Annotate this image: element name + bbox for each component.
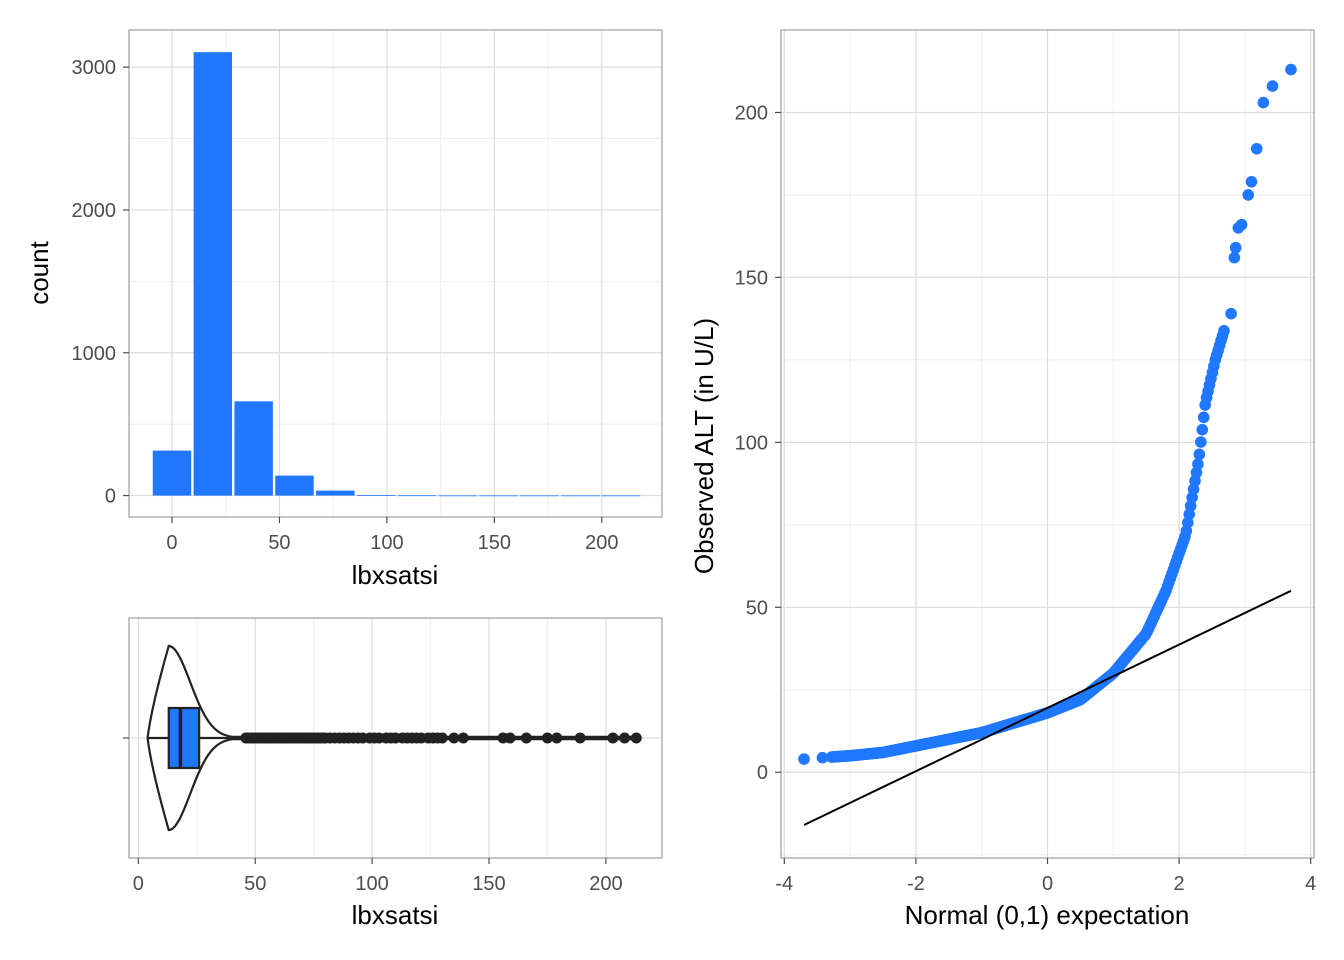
qq-point <box>1250 142 1263 155</box>
y-tick-label: 0 <box>105 486 116 508</box>
box-iqr <box>167 706 201 770</box>
violin-panel: 0 50 100 150 200 lbxsatsi <box>123 617 663 930</box>
qq-ticks: -4 -2 0 2 4 0 50 100 150 200 <box>735 102 1317 895</box>
histogram-bar <box>479 495 518 497</box>
outlier-point <box>551 732 563 744</box>
qq-panel: -4 -2 0 2 4 0 50 100 150 200 Normal (0,1) expecta… <box>689 29 1317 930</box>
qq-point <box>1257 96 1270 109</box>
qq-reference-line <box>803 589 1292 826</box>
y-tick-label: 100 <box>735 432 768 454</box>
violin-ticks: 0 50 100 150 200 <box>123 737 623 895</box>
x-tick-label: 200 <box>585 532 618 554</box>
outlier-point <box>457 732 469 744</box>
outlier-point <box>448 732 460 744</box>
histogram-frame <box>128 29 663 518</box>
y-tick-label: 200 <box>735 102 768 124</box>
histogram-bar <box>152 450 192 496</box>
x-tick-label: 0 <box>1042 873 1053 895</box>
y-tick-label: 2000 <box>72 200 117 222</box>
y-tick-label: 1000 <box>72 343 117 365</box>
outlier-point <box>619 732 631 744</box>
histogram-bar <box>601 495 641 497</box>
histogram-bar <box>356 495 396 496</box>
qq-point <box>1196 423 1209 436</box>
outlier-point <box>607 732 619 744</box>
qq-gridlines <box>781 30 1314 858</box>
outlier-point <box>436 732 448 744</box>
qq-point <box>1195 436 1207 448</box>
qq-x-axis-title: Normal (0,1) expectation <box>905 900 1190 930</box>
outlier-point <box>630 732 642 744</box>
x-tick-label: 50 <box>244 873 266 895</box>
histogram-bar <box>438 495 478 497</box>
qq-point <box>1193 448 1206 461</box>
y-tick-label: 150 <box>735 267 768 289</box>
x-tick-label: 100 <box>355 873 388 895</box>
qq-point <box>1192 458 1204 470</box>
y-tick-label: 50 <box>746 597 768 619</box>
x-tick-label: 0 <box>166 532 177 554</box>
y-tick-label: 0 <box>757 762 768 784</box>
qq-point <box>1235 218 1248 231</box>
outlier-point <box>520 732 532 744</box>
histogram-bar <box>520 495 559 497</box>
qq-point <box>1285 63 1297 76</box>
outlier-point <box>504 732 516 744</box>
qq-point <box>1197 411 1210 424</box>
qq-point <box>798 753 810 765</box>
x-tick-label: 200 <box>589 873 622 895</box>
histogram-y-axis-title: count <box>24 240 54 304</box>
x-tick-label: 2 <box>1174 873 1185 895</box>
qq-point <box>1266 80 1279 92</box>
x-tick-label: 100 <box>370 532 403 554</box>
x-tick-label: -2 <box>907 873 925 895</box>
x-tick-label: 50 <box>268 532 290 554</box>
histogram-bar <box>234 401 273 496</box>
qq-point <box>1245 175 1258 188</box>
histogram-bars <box>152 52 641 497</box>
qq-point <box>1218 325 1230 337</box>
qq-point <box>1229 241 1242 254</box>
qq-y-axis-title: Observed ALT (in U/L) <box>689 318 719 574</box>
x-tick-label: 4 <box>1305 873 1316 895</box>
histogram-x-axis-title: lbxsatsi <box>352 560 439 590</box>
x-tick-label: 0 <box>133 873 144 895</box>
qq-point <box>1225 307 1237 320</box>
histogram-bar <box>193 52 233 496</box>
x-tick-label: 150 <box>478 532 511 554</box>
histogram-bar <box>561 495 600 497</box>
qq-point <box>1228 251 1241 264</box>
outlier-point <box>541 732 553 744</box>
x-tick-label: -4 <box>775 873 793 895</box>
violin-x-axis-title: lbxsatsi <box>352 900 439 930</box>
y-tick-label: 3000 <box>72 57 117 79</box>
x-tick-label: 150 <box>472 873 505 895</box>
violin-marks <box>146 644 642 832</box>
qq-point <box>1242 189 1254 201</box>
qq-point <box>816 751 829 764</box>
outlier-point <box>574 732 586 744</box>
qq-points <box>798 63 1297 765</box>
histogram-bar <box>316 490 355 496</box>
histogram-bar <box>275 475 314 496</box>
histogram-bar <box>397 495 437 497</box>
